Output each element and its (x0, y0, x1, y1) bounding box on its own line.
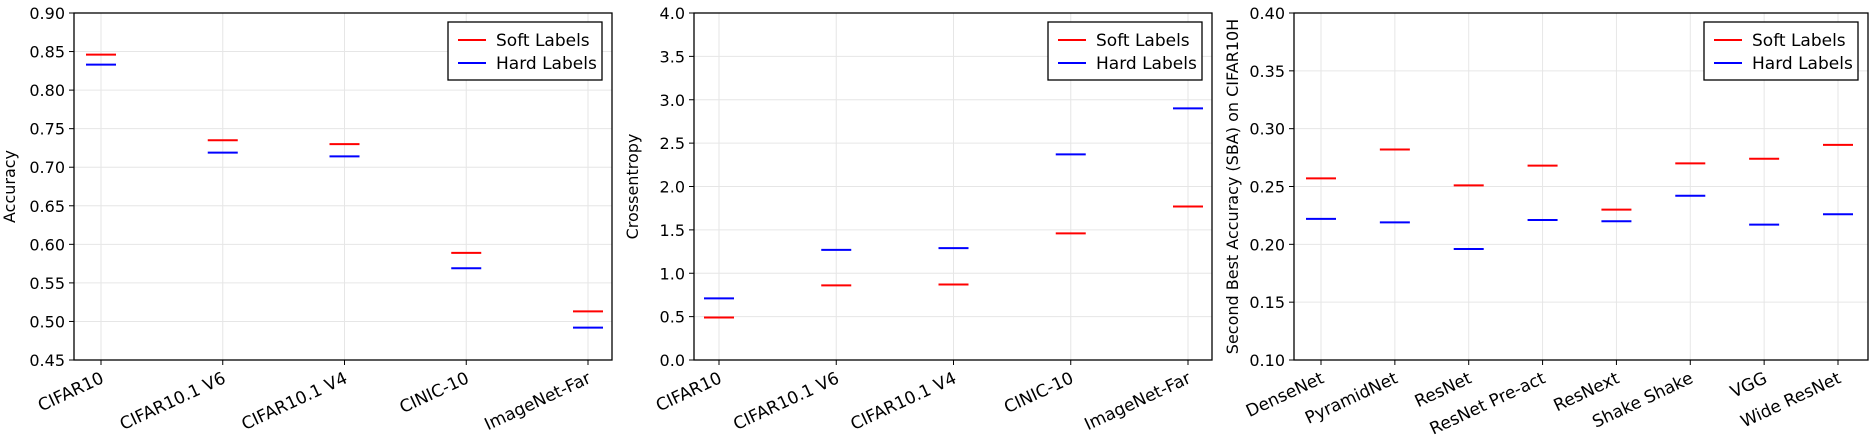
y-tick-label: 0.65 (29, 197, 65, 216)
legend-label: Soft Labels (1096, 31, 1190, 51)
y-tick-label: 0.10 (1249, 351, 1285, 370)
y-axis-label: Accuracy (0, 150, 19, 223)
y-tick-label: 1.5 (660, 221, 685, 240)
x-tick-label: VGG (1727, 368, 1770, 402)
legend-label: Soft Labels (1752, 31, 1846, 51)
y-tick-label: 0.15 (1249, 293, 1285, 312)
plot-frame (73, 12, 613, 361)
y-tick-label: 0.90 (29, 4, 65, 23)
legend-box (1047, 21, 1203, 81)
y-tick-label: 0.25 (1249, 178, 1285, 197)
y-tick-label: 0.55 (29, 274, 65, 293)
y-tick-label: 1.0 (660, 264, 685, 283)
x-tick-label: CIFAR10 (653, 368, 725, 416)
y-tick-label: 0.35 (1249, 62, 1285, 81)
y-tick-label: 2.0 (660, 178, 685, 197)
y-tick-label: 0.30 (1249, 120, 1285, 139)
x-tick-label: ImageNet-Far (1082, 368, 1195, 435)
y-tick-label: 0.80 (29, 81, 65, 100)
legend-label: Hard Labels (1096, 54, 1197, 74)
chart-panel-3: 0.100.150.200.250.300.350.40DenseNetPyra… (1223, 4, 1869, 439)
y-tick-label: 3.0 (660, 91, 685, 110)
y-axis-label: Crossentropy (623, 134, 642, 240)
y-tick-label: 0.20 (1249, 235, 1285, 254)
y-tick-label: 0.85 (29, 43, 65, 62)
y-tick-label: 0.45 (29, 351, 65, 370)
y-tick-label: 0.5 (660, 308, 685, 327)
y-tick-label: 0.50 (29, 312, 65, 331)
y-tick-label: 3.5 (660, 47, 685, 66)
legend: Soft Labels Hard Labels (1047, 21, 1203, 81)
legend-box (447, 21, 603, 81)
x-tick-label: CIFAR10 (35, 368, 107, 416)
legend-label: Hard Labels (496, 54, 597, 74)
y-tick-label: 0.70 (29, 158, 65, 177)
chart-panel-1: 0.45 0.50 0.55 0.60 0.65 0.70 0.75 0.80 0.85 0.90… (0, 4, 613, 435)
y-tick-label: 0.40 (1249, 4, 1285, 23)
legend-label: Hard Labels (1752, 54, 1853, 74)
legend: Soft Labels Hard Labels (447, 21, 603, 81)
x-tick-label: CIFAR10.1 V6 (730, 368, 842, 434)
y-axis-label: Second Best Accuracy (SBA) on CIFAR10H (1223, 19, 1242, 354)
legend: Soft Labels Hard Labels (1703, 21, 1859, 81)
x-tick-label: CIFAR10.1 V4 (848, 368, 960, 434)
x-tick-label: CINIC-10 (397, 368, 473, 418)
y-tick-label: 0.75 (29, 120, 65, 139)
y-tick-label: 2.5 (660, 134, 685, 153)
y-tick-label: 4.0 (660, 4, 685, 23)
y-tick-label: 0.0 (660, 351, 685, 370)
x-tick-label: CINIC-10 (1001, 368, 1077, 418)
x-tick-label: ImageNet-Far (482, 368, 595, 435)
x-tick-label: CIFAR10.1 V6 (117, 368, 229, 434)
x-tick-label: CIFAR10.1 V4 (239, 368, 351, 434)
legend-label: Soft Labels (496, 31, 590, 51)
y-tick-label: 0.60 (29, 235, 65, 254)
legend-box (1703, 21, 1859, 81)
